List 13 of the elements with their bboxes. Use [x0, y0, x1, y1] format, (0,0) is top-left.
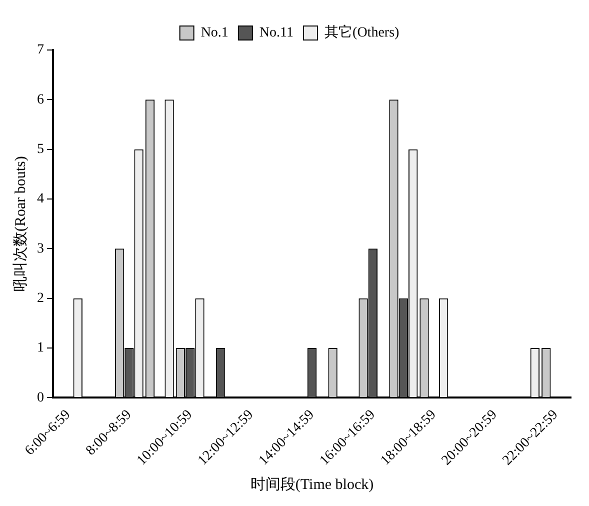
y-tick-label: 2: [37, 291, 44, 306]
legend-label: 其它(Others): [324, 24, 400, 41]
y-tick-label: 7: [37, 42, 44, 58]
y-tick-label: 5: [37, 142, 44, 158]
y-tick-label: 4: [37, 192, 44, 207]
legend-label: No.1: [200, 26, 228, 41]
y-tick-label: 3: [37, 241, 44, 256]
y-axis-title: 吼叫次数(Roar bouts): [12, 156, 29, 292]
legend-label: No.11: [259, 26, 294, 41]
x-axis-title: 时间段(Time block): [250, 476, 374, 493]
y-tick-label: 0: [37, 390, 44, 406]
y-tick-label: 1: [37, 340, 44, 356]
y-tick-label: 6: [37, 92, 44, 108]
